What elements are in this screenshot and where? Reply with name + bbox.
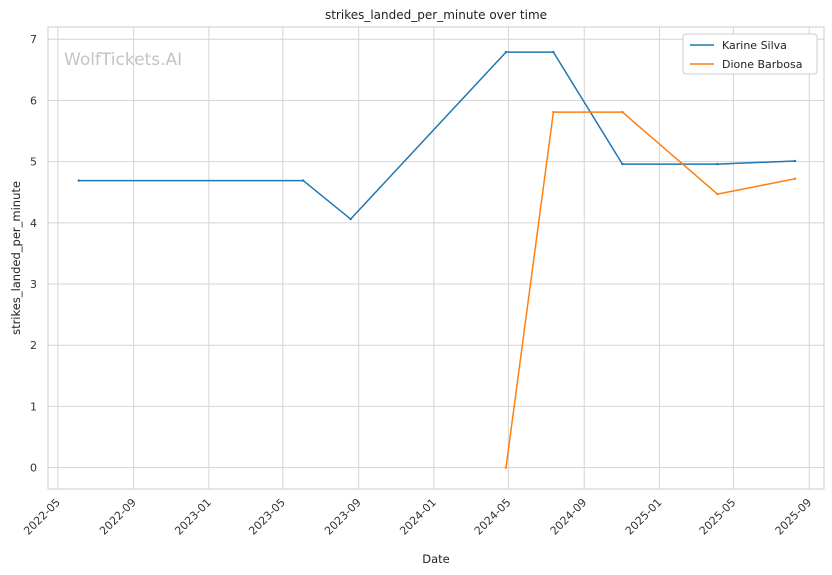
data-point-dione-barbosa bbox=[793, 177, 797, 180]
series-line-dione-barbosa bbox=[505, 111, 796, 468]
y-tick-label: 7 bbox=[30, 33, 37, 46]
y-axis-ticks: 0 1 2 3 4 5 6 7 bbox=[30, 33, 37, 474]
plot-area-frame bbox=[47, 26, 825, 490]
x-tick-label: 2023-01 bbox=[172, 496, 214, 538]
x-tick-label: 2024-01 bbox=[397, 496, 439, 538]
y-tick-label: 1 bbox=[30, 400, 37, 413]
x-tick-label: 2023-09 bbox=[322, 496, 364, 538]
data-point-karine-silva bbox=[301, 179, 305, 182]
series-line-karine-silva bbox=[78, 51, 796, 220]
x-tick-label: 2025-09 bbox=[773, 496, 815, 538]
grid-lines bbox=[48, 27, 824, 489]
legend: Karine Silva Dione Barbosa bbox=[682, 33, 818, 75]
x-axis-label: Date bbox=[422, 552, 450, 566]
y-tick-label: 6 bbox=[30, 94, 37, 107]
data-point-dione-barbosa bbox=[621, 110, 624, 114]
x-tick-label: 2024-05 bbox=[472, 496, 514, 538]
y-tick-label: 5 bbox=[30, 156, 37, 169]
y-tick-label: 2 bbox=[30, 339, 37, 352]
data-point-karine-silva bbox=[77, 179, 81, 182]
x-tick-label: 2025-05 bbox=[697, 496, 739, 538]
data-point-karine-silva bbox=[552, 50, 555, 54]
x-tick-label: 2025-01 bbox=[623, 496, 665, 538]
data-point-dione-barbosa bbox=[504, 466, 508, 469]
y-tick-label: 4 bbox=[30, 217, 37, 230]
y-axis-label: strikes_landed_per_minute bbox=[9, 181, 23, 335]
legend-box bbox=[682, 33, 818, 75]
x-axis-ticks: 2022-05 2022-09 2023-01 2023-05 2023-09 2024-… bbox=[21, 496, 814, 538]
legend-entry-dione-barbosa: Dione Barbosa bbox=[722, 58, 803, 71]
y-tick-label: 3 bbox=[30, 278, 37, 291]
data-point-karine-silva bbox=[716, 162, 719, 166]
data-point-karine-silva bbox=[793, 159, 797, 163]
data-point-dione-barbosa bbox=[552, 110, 555, 114]
data-point-karine-silva bbox=[349, 217, 352, 221]
legend-entry-karine-silva: Karine Silva bbox=[722, 39, 787, 52]
data-point-karine-silva bbox=[504, 50, 508, 54]
x-tick-label: 2024-09 bbox=[548, 496, 590, 538]
x-tick-label: 2022-05 bbox=[21, 496, 63, 538]
y-tick-label: 0 bbox=[30, 462, 37, 475]
data-point-dione-barbosa bbox=[716, 192, 719, 196]
series-lines bbox=[77, 50, 797, 469]
x-tick-label: 2022-09 bbox=[97, 496, 139, 538]
x-tick-label: 2023-05 bbox=[246, 496, 288, 538]
watermark: WolfTickets.AI bbox=[64, 50, 182, 70]
data-point-karine-silva bbox=[621, 162, 624, 166]
chart-title: strikes_landed_per_minute over time bbox=[325, 8, 547, 22]
